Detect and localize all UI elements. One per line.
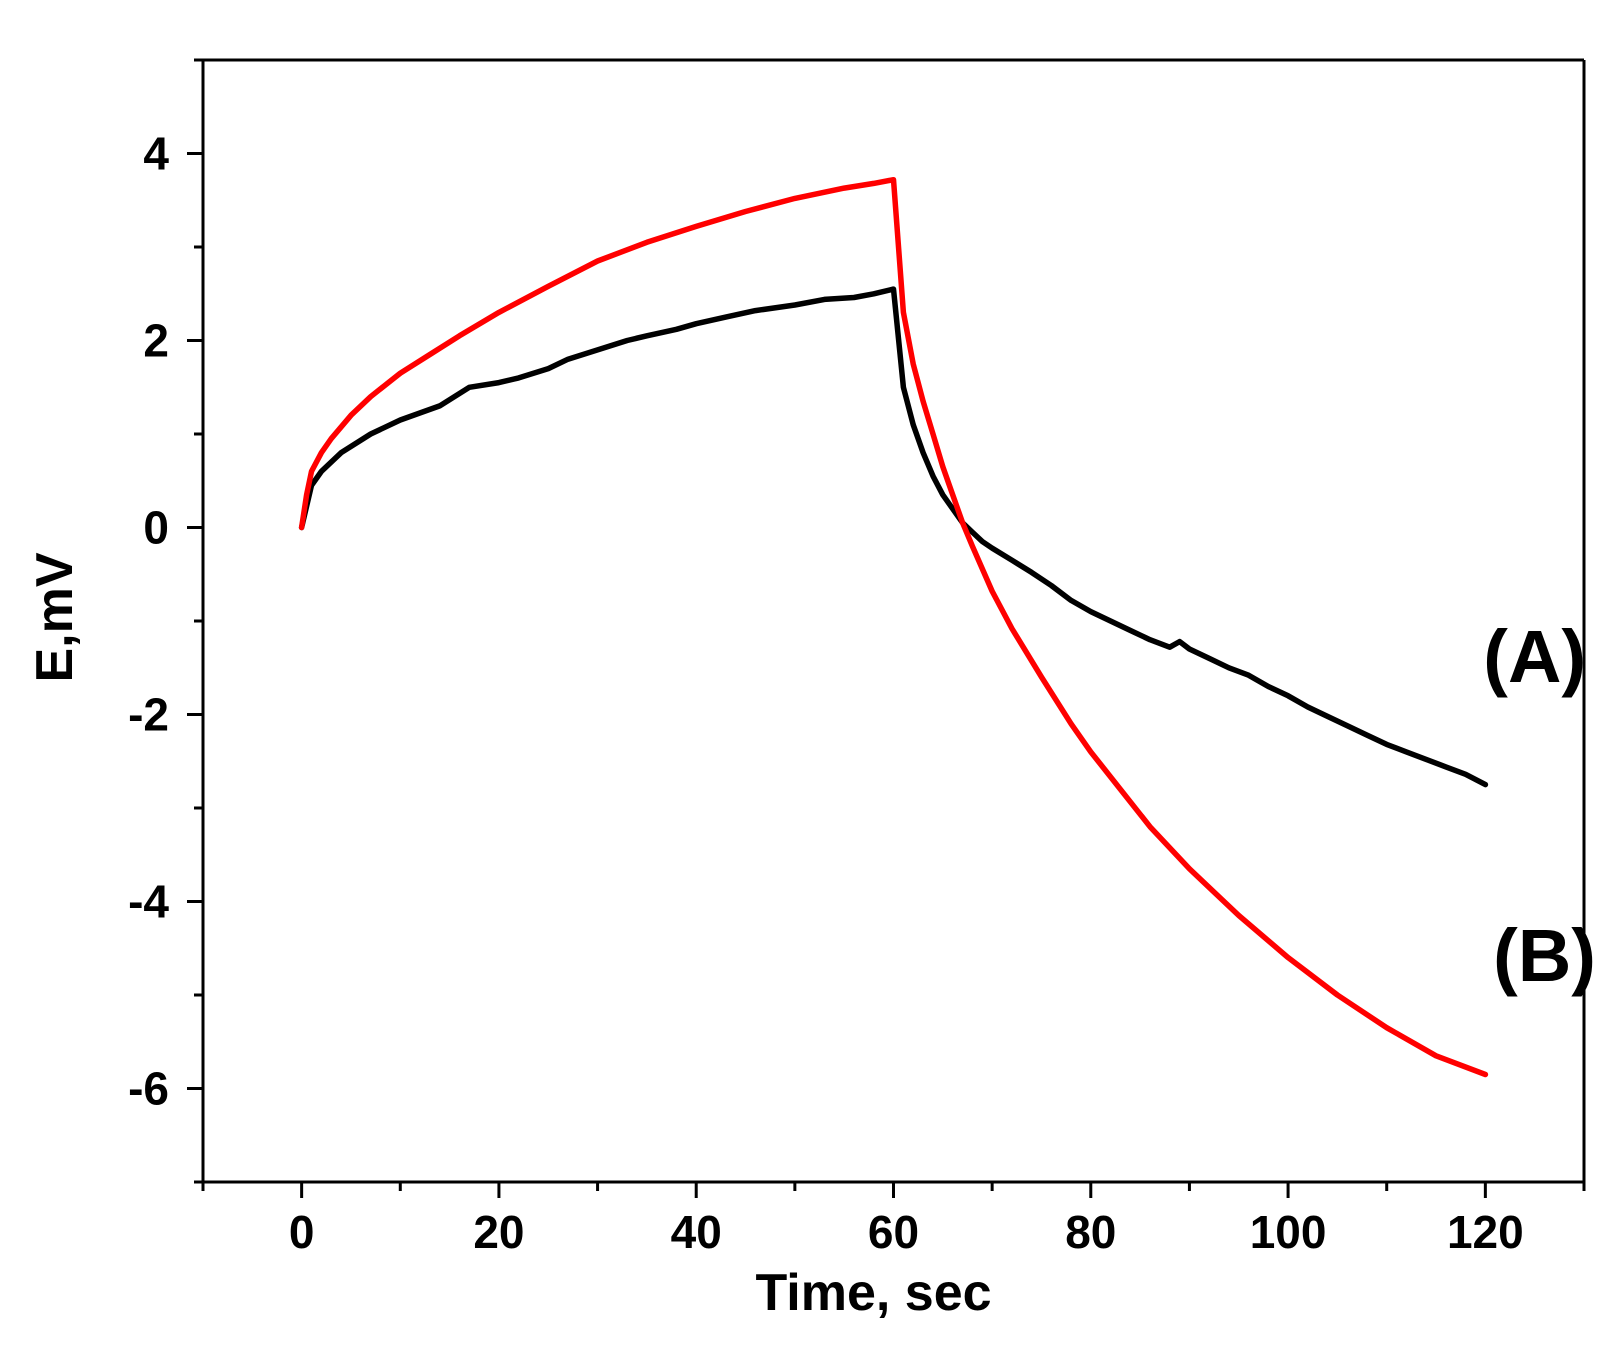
series-label-b: (B) bbox=[1493, 914, 1596, 997]
x-tick-label: 100 bbox=[1250, 1206, 1327, 1258]
y-axis-title: E,mV bbox=[26, 552, 84, 682]
x-tick-label: 20 bbox=[473, 1206, 524, 1258]
x-tick-label: 40 bbox=[671, 1206, 722, 1258]
y-tick-label: 2 bbox=[143, 315, 169, 367]
y-tick-label: -2 bbox=[128, 689, 169, 741]
label-layer: 0 20 40 60 80 100 120 -6 -4 -2 0 2 4 (A) (B) bbox=[128, 128, 1596, 1259]
series-line-b bbox=[298, 176, 1489, 1078]
x-tick-label: 80 bbox=[1065, 1206, 1116, 1258]
y-tick-label: 4 bbox=[143, 128, 169, 180]
y-tick-label: -4 bbox=[128, 876, 169, 928]
tick-layer bbox=[187, 58, 1586, 1198]
series-layer bbox=[298, 176, 1489, 1078]
y-tick-label: -6 bbox=[128, 1063, 169, 1115]
series-label-a: (A) bbox=[1483, 615, 1586, 698]
x-tick-label: 120 bbox=[1447, 1206, 1524, 1258]
x-tick-label: 0 bbox=[289, 1206, 315, 1258]
x-tick-label: 60 bbox=[868, 1206, 919, 1258]
x-axis-title: Time, sec bbox=[755, 1264, 991, 1322]
y-tick-label: 0 bbox=[143, 502, 169, 554]
